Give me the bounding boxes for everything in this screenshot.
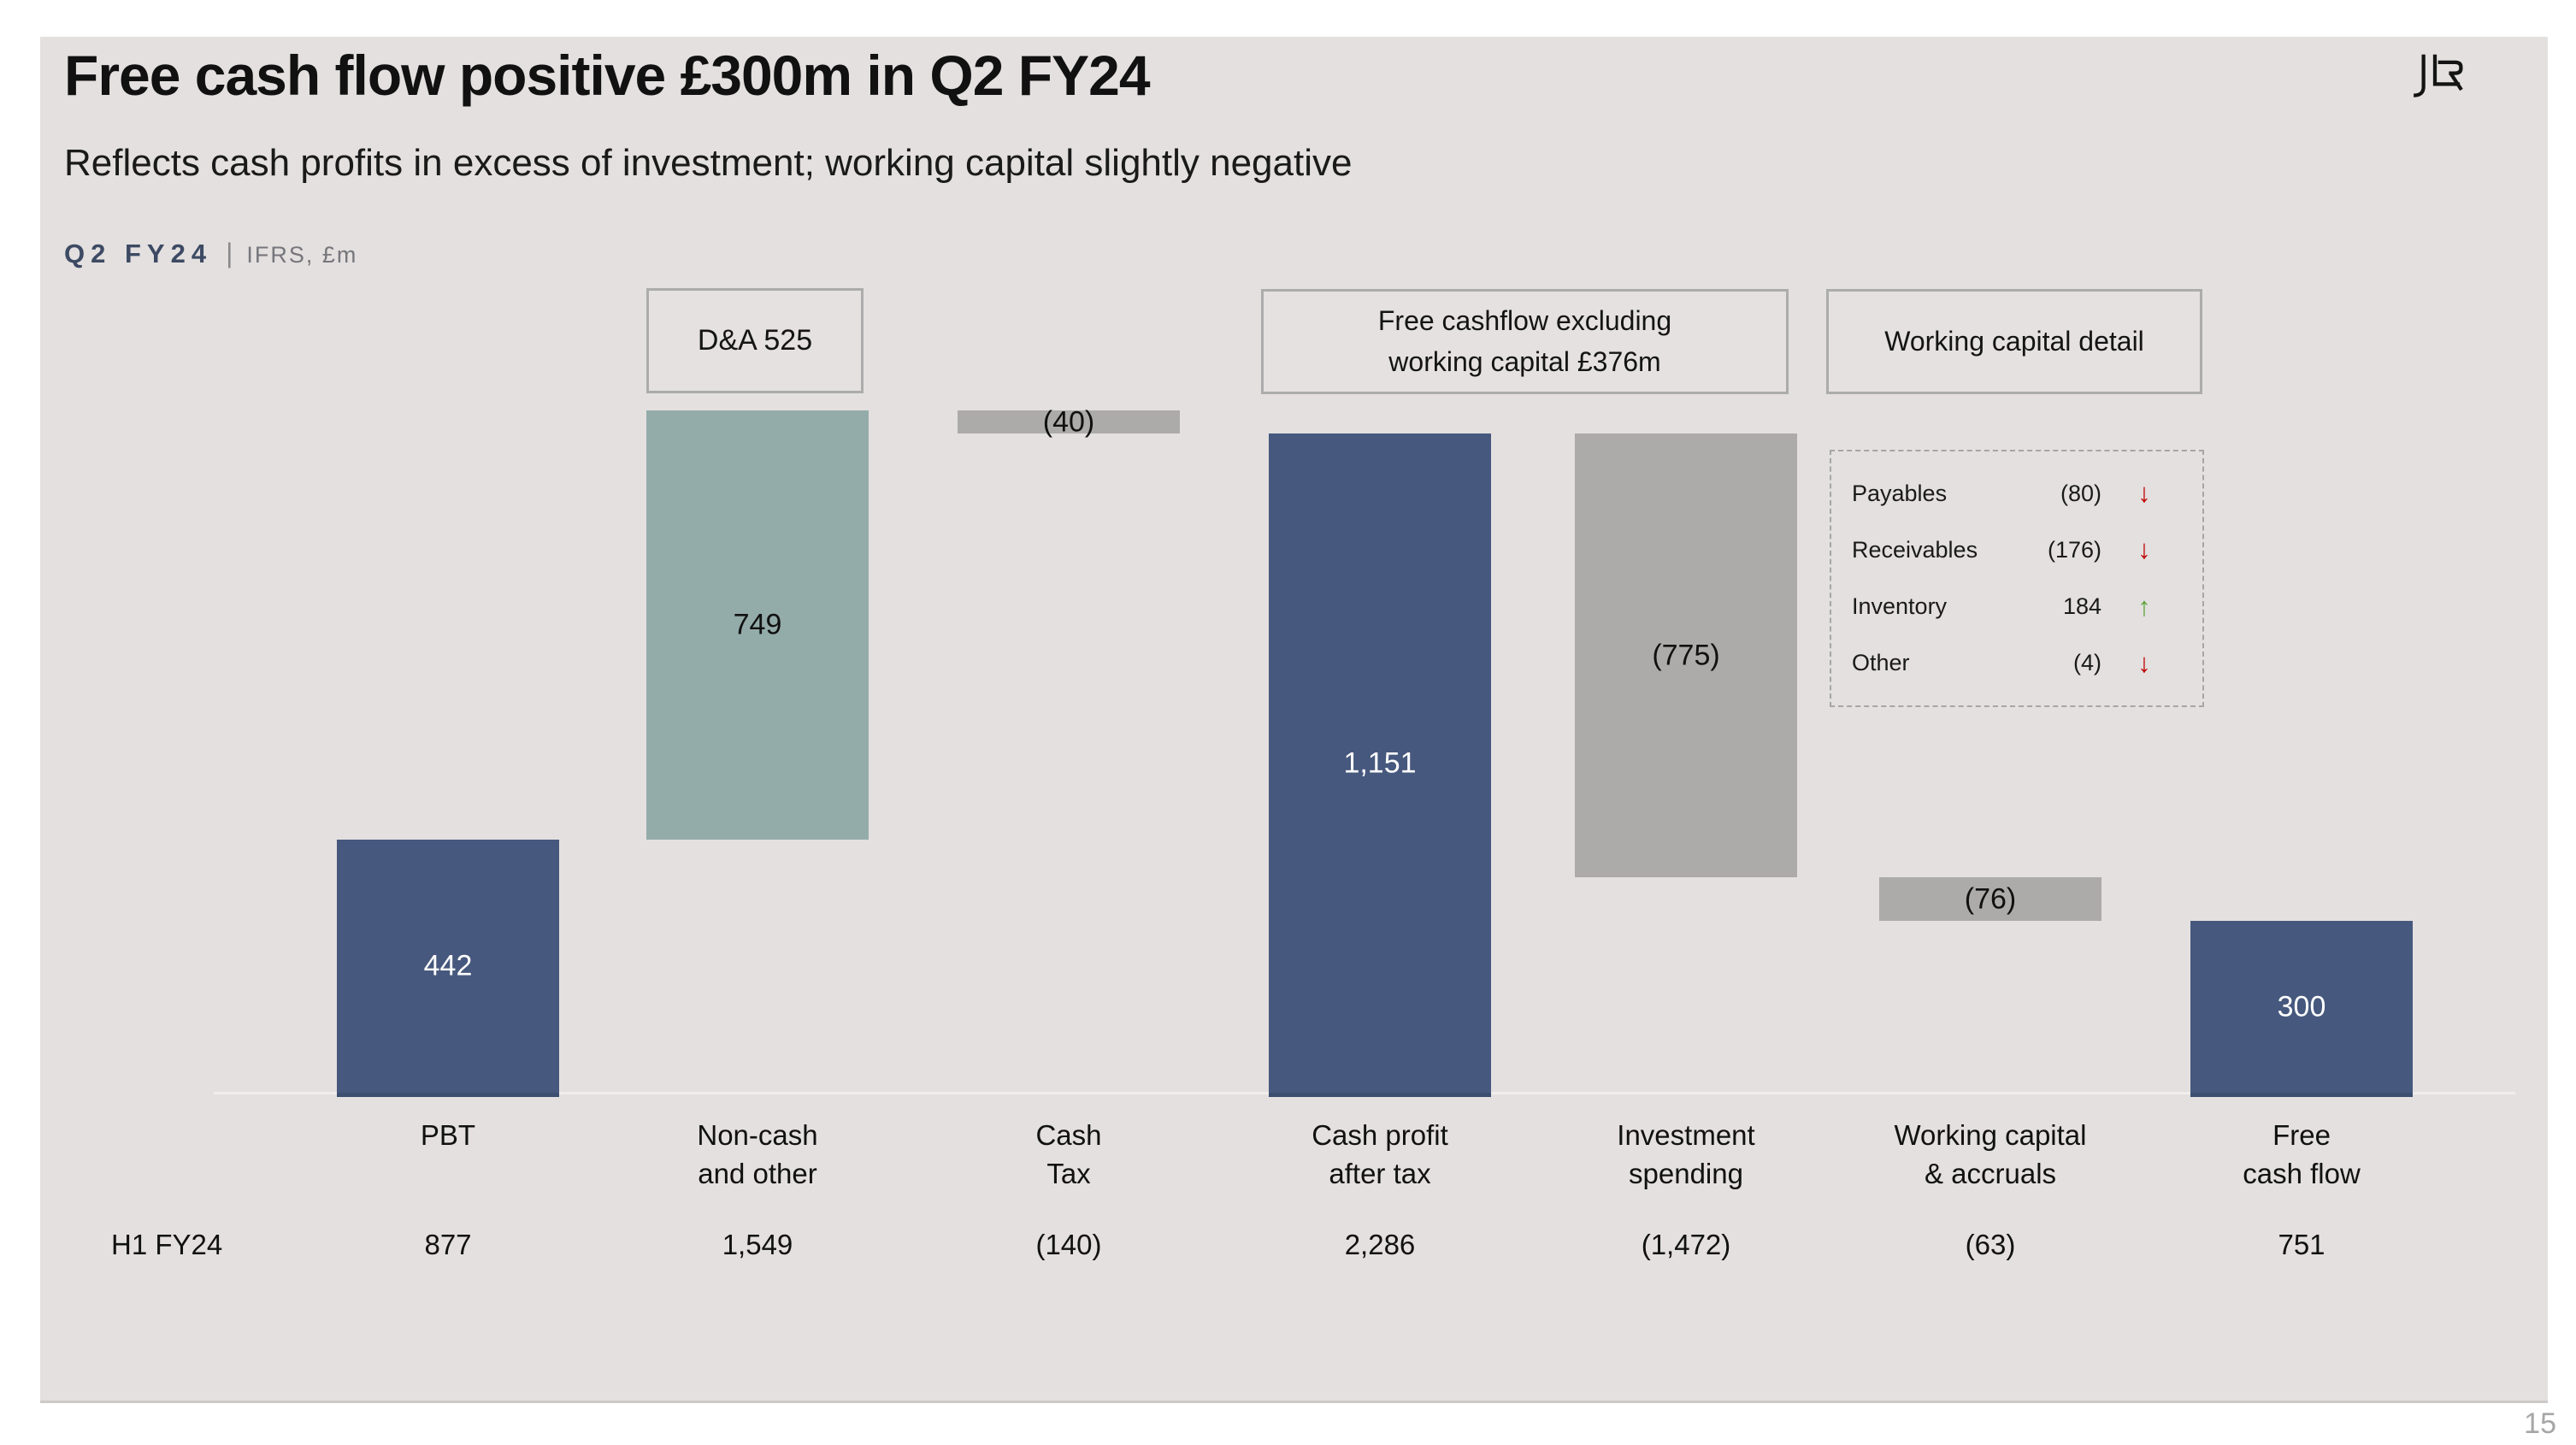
category-label-non-cash-and-other: Non-cash and other — [697, 1119, 818, 1189]
fcf-excl-wc-callout-box: Free cashflow excluding working capital … — [1261, 289, 1789, 394]
bar-cash-profit-after-tax — [1269, 434, 1491, 1093]
working-capital-detail-title: Working capital detail — [1884, 326, 2144, 357]
wc-row-other: Other (4) ↓ — [1852, 648, 2187, 679]
wc-row-value: (4) — [2073, 650, 2101, 676]
category-label-cash-profit-after-tax: Cash profit after tax — [1312, 1119, 1448, 1189]
tag-separator: | — [226, 238, 233, 268]
bar-value-non-cash-and-other: 749 — [733, 608, 782, 641]
category-label-cash-tax: Cash Tax — [1035, 1119, 1102, 1189]
trend-down-arrow-icon: ↓ — [2137, 647, 2151, 678]
working-capital-detail-panel: Payables (80) ↓ Receivables (176) ↓ Inve… — [1830, 450, 2204, 707]
h1-fy24-row-label: H1 FY24 — [111, 1229, 223, 1260]
wc-row-label: Other — [1852, 650, 1910, 676]
bar-cash-tax — [958, 410, 1180, 434]
bar-free-cash-flow — [2190, 921, 2413, 1093]
wc-row-label: Inventory — [1852, 593, 1948, 620]
h1-value-cash-profit-after-tax: 2,286 — [1344, 1229, 1416, 1260]
wc-row-label: Receivables — [1852, 536, 1978, 563]
wc-row-inventory: Inventory 184 ↑ — [1852, 592, 2187, 622]
chart-baseline-axis — [214, 1092, 2515, 1094]
bar-value-working-capital-accruals: (76) — [1964, 882, 2017, 916]
fcf-callout-line2: working capital £376m — [1388, 346, 1661, 378]
trend-up-arrow-icon: ↑ — [2137, 591, 2151, 622]
bar-value-pbt: 442 — [423, 949, 473, 982]
wc-row-value: (80) — [2060, 480, 2101, 506]
period-tag: Q2 FY24 — [64, 239, 213, 268]
h1-value-free-cash-flow: 751 — [2278, 1229, 2325, 1260]
bar-pbt — [337, 839, 559, 1093]
fcf-callout-line1: Free cashflow excluding — [1377, 304, 1672, 336]
h1-value-working-capital-accruals: (63) — [1965, 1229, 2016, 1260]
bar-value-free-cash-flow: 300 — [2277, 990, 2326, 1023]
wc-row-value: 184 — [2062, 593, 2101, 620]
h1-value-cash-tax: (140) — [1035, 1229, 1102, 1260]
bar-value-cash-tax: (40) — [1042, 405, 1095, 439]
period-tag-row: Q2 FY24 | IFRS, £m — [64, 238, 357, 269]
bar-investment-spending — [1575, 434, 1797, 878]
slide-subtitle: Reflects cash profits in excess of inves… — [64, 142, 1353, 184]
working-capital-detail-title-box: Working capital detail — [1826, 289, 2202, 394]
category-label-pbt: PBT — [420, 1119, 476, 1151]
da-callout-box: D&A 525 — [646, 288, 864, 393]
basis-tag: IFRS, £m — [246, 242, 358, 268]
category-label-investment-spending: Investment spending — [1617, 1119, 1755, 1189]
bar-non-cash-and-other — [646, 410, 869, 840]
h1-value-investment-spending: (1,472) — [1641, 1229, 1731, 1260]
wc-row-value: (176) — [2047, 536, 2101, 563]
bar-value-investment-spending: (775) — [1652, 639, 1720, 672]
wc-row-label: Payables — [1852, 480, 1948, 506]
category-label-working-capital-accruals: Working capital & accruals — [1894, 1119, 2087, 1189]
slide-title: Free cash flow positive £300m in Q2 FY24 — [64, 44, 1151, 107]
bar-working-capital-accruals — [1879, 877, 2101, 922]
h1-value-non-cash-and-other: 1,549 — [722, 1229, 793, 1260]
category-label-free-cash-flow: Free cash flow — [2243, 1119, 2361, 1189]
h1-value-pbt: 877 — [424, 1229, 472, 1260]
bar-value-cash-profit-after-tax: 1,151 — [1343, 746, 1417, 780]
da-callout-text: D&A 525 — [697, 324, 813, 357]
jlr-logo-icon — [2406, 50, 2464, 105]
page-number: 15 — [2524, 1407, 2556, 1440]
wc-row-receivables: Receivables (176) ↓ — [1852, 534, 2187, 565]
trend-down-arrow-icon: ↓ — [2137, 478, 2151, 509]
trend-down-arrow-icon: ↓ — [2137, 534, 2151, 565]
wc-row-payables: Payables (80) ↓ — [1852, 478, 2187, 509]
